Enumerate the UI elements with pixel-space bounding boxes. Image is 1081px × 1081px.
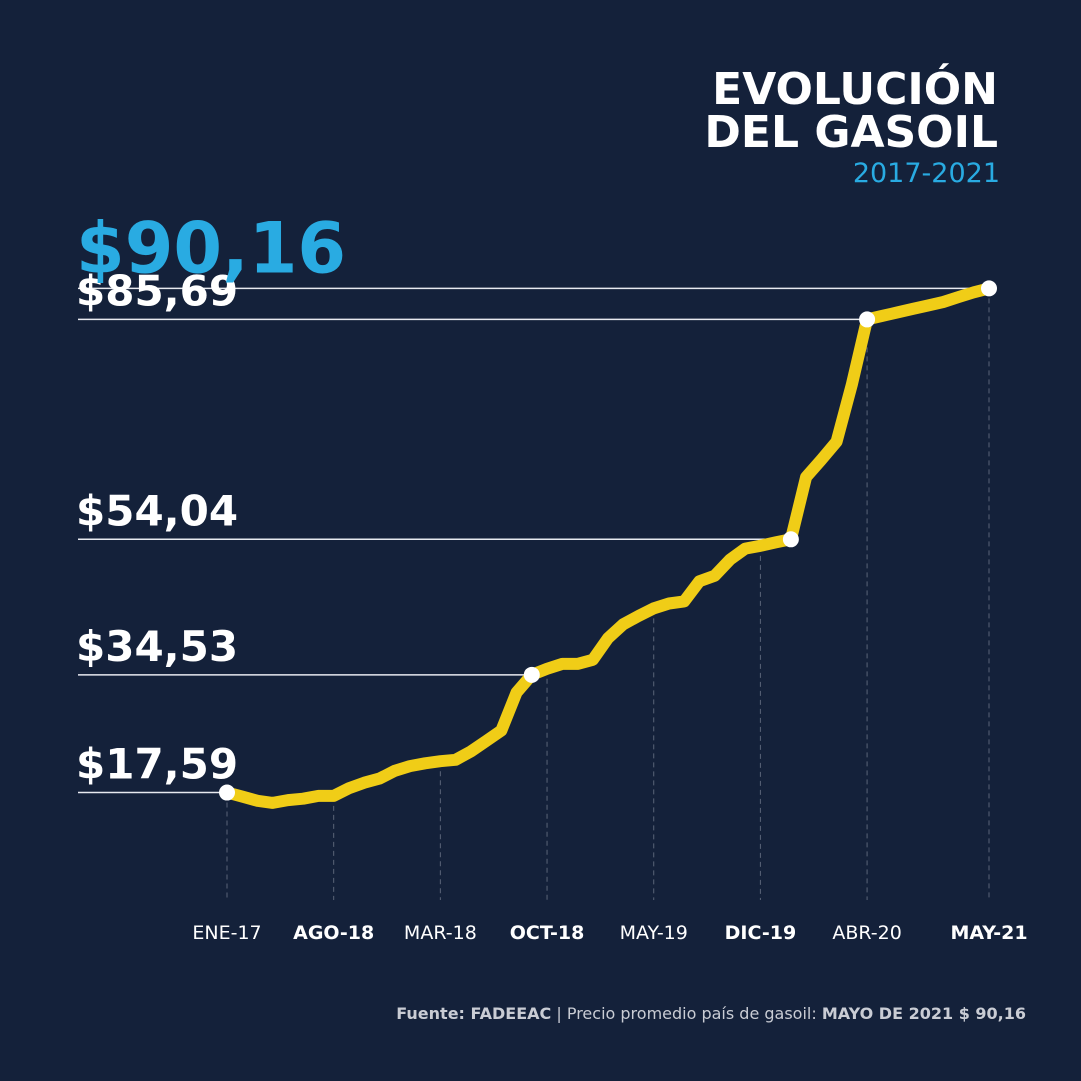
highlight-dot (523, 666, 540, 683)
price-line (221, 282, 995, 809)
highlight-dot (859, 311, 876, 328)
x-tick-label: DIC-19 (725, 922, 797, 944)
highlight-dot (981, 280, 997, 297)
x-tick-label: MAY-21 (950, 922, 1027, 944)
x-tick-label: ABR-20 (832, 922, 902, 944)
source-highlight: MAYO DE 2021 $ 90,16 (822, 1004, 1026, 1023)
chart-title: DEL GASOIL (704, 107, 998, 158)
value-label: $90,16 (76, 207, 346, 289)
value-label: $85,69 (76, 266, 238, 315)
x-tick-label: MAY-19 (620, 922, 688, 944)
x-tick-label: MAR-18 (404, 922, 477, 944)
source-label: Fuente: FADEEAC (396, 1004, 551, 1023)
highlight-dot (782, 531, 799, 548)
x-tick-label: ENE-17 (192, 922, 261, 944)
source-text: | Precio promedio país de gasoil: (556, 1004, 816, 1023)
value-label: $17,59 (76, 740, 238, 789)
chart-title: EVOLUCIÓN (712, 62, 998, 115)
source-note: Fuente: FADEEAC | Precio promedio país d… (396, 1004, 1026, 1023)
x-tick-label: AGO-18 (293, 922, 374, 944)
chart-subtitle: 2017-2021 (853, 158, 1000, 189)
value-label: $54,04 (76, 486, 238, 535)
highlight-dot (219, 784, 235, 801)
value-label: $34,53 (76, 622, 238, 671)
x-tick-label: OCT-18 (510, 922, 585, 944)
